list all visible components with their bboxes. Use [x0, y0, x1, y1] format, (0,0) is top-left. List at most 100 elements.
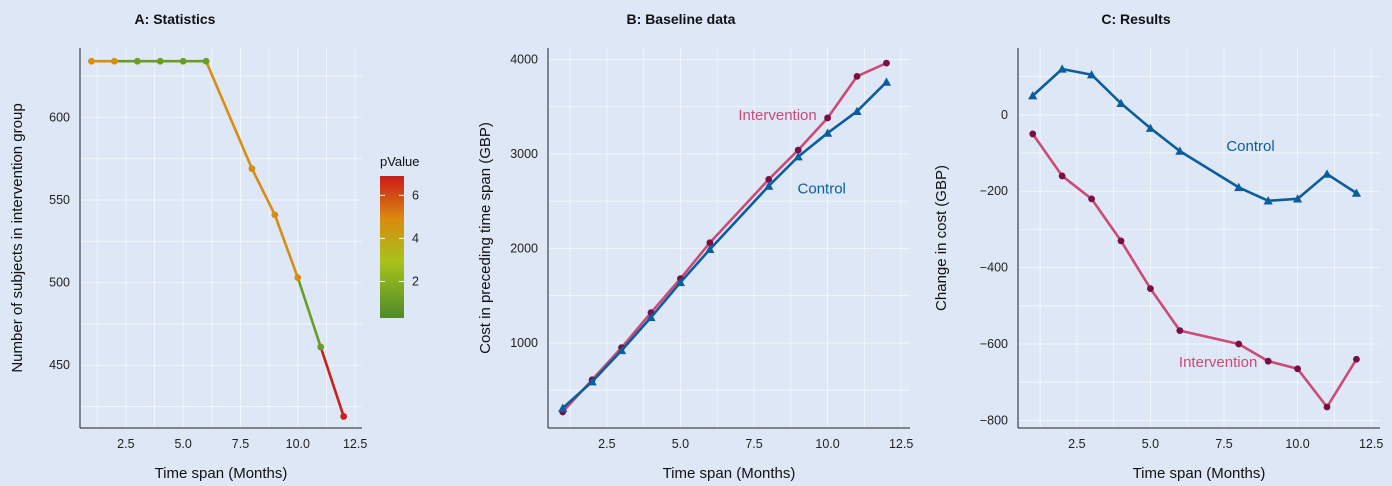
data-point [271, 211, 279, 219]
annotation-control: Control [798, 181, 846, 198]
data-point [1029, 130, 1037, 138]
data-point [587, 377, 597, 386]
data-point [822, 128, 833, 137]
panel-b-baseline: 2.5 5.0 7.5 10.0 12.5 1000 2000 3000 4000 B: Base… [477, 11, 913, 482]
x-tick-label: 7.5 [232, 437, 249, 451]
x-tick-label: 2.5 [598, 437, 615, 451]
x-axis-label: Time span (Months) [663, 465, 796, 482]
data-point [294, 274, 302, 282]
y-tick-label: −600 [980, 337, 1008, 351]
series-intervention [1029, 130, 1360, 411]
data-point [765, 175, 773, 183]
data-point [675, 277, 686, 287]
data-point [179, 57, 187, 65]
data-point [1322, 169, 1332, 178]
data-point [133, 57, 141, 65]
annotation-intervention: Intervention [738, 107, 816, 124]
y-tick-label: 450 [49, 358, 70, 372]
x-tick-label: 5.0 [1142, 437, 1159, 451]
x-tick-label: 2.5 [117, 437, 134, 451]
x-tick-label: 5.0 [672, 437, 689, 451]
data-point [646, 312, 656, 322]
line-segment [296, 276, 323, 349]
y-tick-label: 550 [49, 193, 70, 207]
data-point [1292, 194, 1303, 203]
line-segment [250, 167, 277, 217]
y-tick-label: 3000 [510, 147, 538, 161]
data-point [1145, 123, 1156, 132]
data-point [1116, 98, 1126, 108]
pvalue-legend: pValue 2 4 6 [380, 154, 420, 318]
data-point [1235, 340, 1243, 348]
data-point [1028, 91, 1038, 100]
data-point [705, 244, 715, 254]
panel-c-results: 2.5 5.0 7.5 10.0 12.5 −800 −600 −400 −200 0 C: Res… [933, 11, 1383, 482]
panel-title: A: Statistics [135, 11, 216, 27]
data-point [317, 343, 325, 351]
data-point [156, 57, 164, 65]
x-tick-label: 10.0 [815, 437, 839, 451]
data-point [883, 59, 890, 67]
y-tick-label: 500 [49, 276, 70, 290]
data-point [1353, 355, 1360, 363]
y-tick-label: 600 [49, 110, 70, 124]
y-tick-label: 1000 [510, 336, 538, 350]
legend-tick-label: 4 [412, 231, 419, 245]
data-point [1264, 357, 1272, 365]
line-segment [319, 345, 345, 418]
data-point [853, 72, 861, 80]
data-point [1175, 146, 1185, 155]
data-point [1086, 70, 1097, 79]
data-point [202, 57, 210, 65]
x-tick-label: 5.0 [174, 437, 191, 451]
x-tick-label: 12.5 [343, 437, 367, 451]
data-point [1263, 196, 1273, 205]
x-tick-label: 7.5 [1215, 437, 1232, 451]
data-point [764, 181, 774, 190]
x-tick-label: 12.5 [1359, 437, 1383, 451]
data-point [1147, 285, 1154, 293]
y-tick-label: 4000 [510, 52, 538, 66]
x-axis-label: Time span (Months) [155, 465, 288, 482]
panel-a-statistics: 2.5 5.0 7.5 10.0 12.5 450 500 550 600 A: Statisti… [9, 11, 420, 482]
data-point [1088, 195, 1095, 203]
data-point [110, 57, 118, 65]
y-axis-label: Cost in preceding time span (GBP) [477, 122, 494, 354]
panel-title: C: Results [1101, 11, 1170, 27]
y-tick-label: −400 [980, 261, 1008, 275]
data-point [1294, 365, 1301, 373]
legend-colorbar [380, 176, 404, 318]
y-tick-label: 0 [1001, 108, 1008, 122]
data-point [852, 106, 862, 116]
y-tick-label: 2000 [510, 241, 538, 255]
annotation-intervention: Intervention [1179, 354, 1257, 371]
legend-tick-label: 6 [412, 188, 419, 202]
line-segment [273, 213, 300, 279]
y-tick-label: −200 [980, 184, 1008, 198]
data-point [1351, 188, 1362, 197]
legend-tick-label: 2 [412, 274, 419, 288]
series-control [1028, 64, 1362, 205]
series-control [558, 77, 892, 412]
x-tick-label: 10.0 [286, 437, 310, 451]
series-intervention [559, 59, 890, 416]
x-tick-label: 10.0 [1285, 437, 1309, 451]
x-tick-label: 7.5 [745, 437, 762, 451]
data-point [248, 165, 256, 173]
y-axis-label: Change in cost (GBP) [933, 165, 950, 311]
annotation-control: Control [1226, 138, 1274, 155]
data-point [558, 403, 568, 412]
data-point [824, 114, 831, 122]
x-tick-label: 2.5 [1068, 437, 1085, 451]
data-point [706, 239, 714, 247]
data-point [616, 345, 627, 355]
data-point [88, 57, 95, 65]
line-segment [204, 59, 254, 170]
data-point [1176, 327, 1184, 335]
y-tick-label: −800 [980, 413, 1008, 427]
data-point [1058, 172, 1066, 180]
data-point [340, 413, 348, 420]
data-point [793, 152, 803, 161]
x-axis-label: Time span (Months) [1133, 465, 1266, 482]
